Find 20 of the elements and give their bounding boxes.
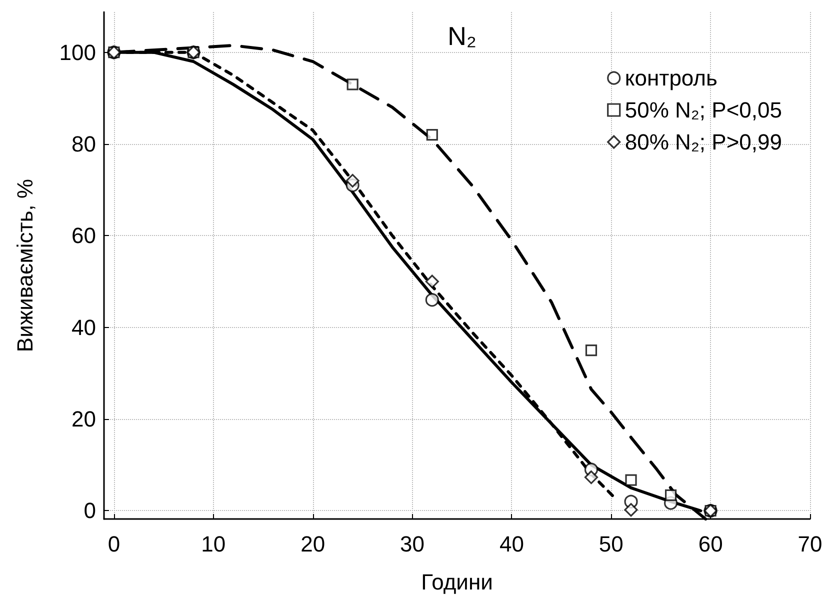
- legend-label: контроль: [624, 66, 718, 90]
- x-tick-label: 40: [499, 532, 524, 556]
- legend-label: 50% N₂; P<0,05: [624, 98, 782, 122]
- y-tick-label: 0: [84, 498, 96, 524]
- x-tick-label: 20: [300, 532, 326, 556]
- y-axis-title: Виживаємість, %: [12, 178, 38, 352]
- x-axis-title: Години: [421, 570, 493, 594]
- y-tick-label: 60: [72, 223, 96, 248]
- y-tick-label: 80: [72, 132, 96, 157]
- y-tick-label: 40: [72, 314, 96, 340]
- x-tick-label: 70: [798, 532, 822, 556]
- y-tick-label: 100: [59, 40, 96, 65]
- x-tick-label: 0: [108, 532, 120, 556]
- x-tick-label: 30: [400, 532, 424, 556]
- y-tick-label: 20: [72, 406, 96, 432]
- x-tick-label: 60: [698, 532, 723, 556]
- x-tick-label: 50: [598, 532, 624, 556]
- legend-label: 80% N₂; P>0,99: [624, 130, 782, 154]
- x-tick-label: 10: [201, 532, 226, 556]
- chart-title: N₂: [448, 21, 476, 51]
